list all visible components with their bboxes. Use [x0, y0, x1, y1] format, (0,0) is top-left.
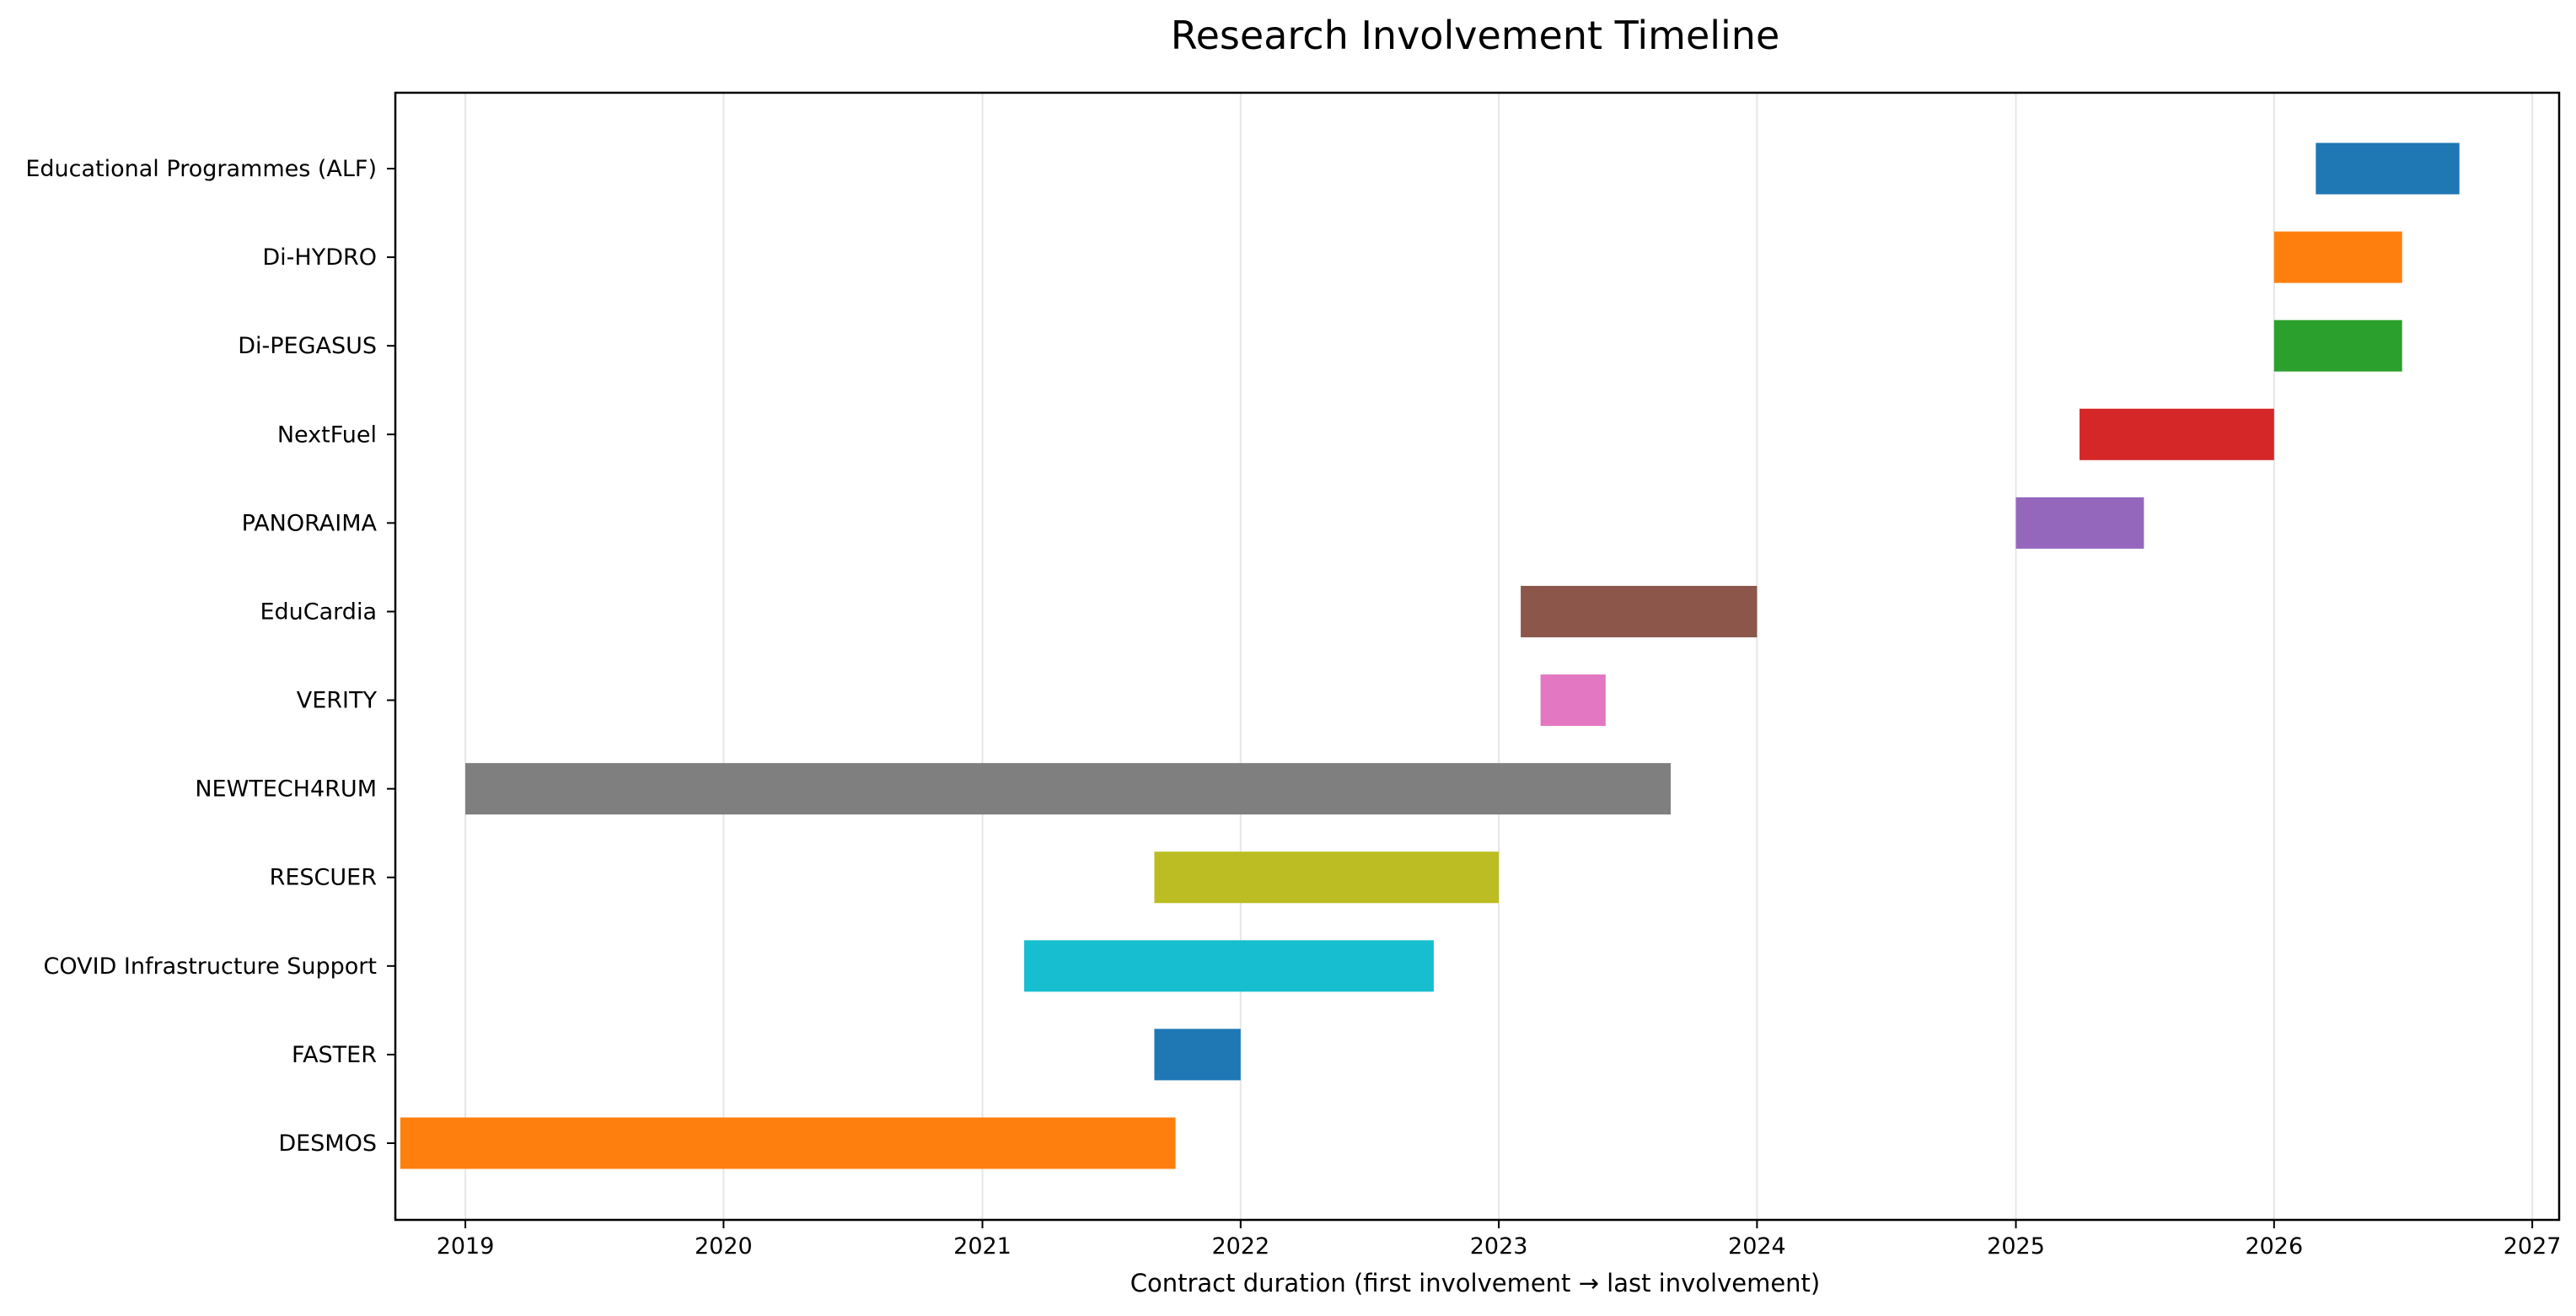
- bar-covid-infrastructure-support: [1024, 940, 1434, 992]
- y-tick-label: VERITY: [297, 688, 378, 714]
- bar-faster: [1154, 1029, 1241, 1081]
- y-tick-label: NEWTECH4RUM: [195, 776, 377, 803]
- bar-newtech4rum: [465, 763, 1672, 815]
- y-tick-label: RESCUER: [270, 865, 377, 891]
- bar-nextfuel: [2080, 408, 2274, 460]
- x-axis-label: Contract duration (first involvement → l…: [1130, 1269, 1821, 1297]
- y-tick-label: Educational Programmes (ALF): [25, 156, 377, 182]
- bar-desmos: [400, 1117, 1176, 1169]
- bar-di-hydro: [2273, 231, 2402, 283]
- y-axis: Educational Programmes (ALF) Di-HYDRO Di-P…: [25, 156, 395, 1157]
- x-tick-label: 2025: [1987, 1233, 2045, 1260]
- bar-educardia: [1521, 585, 1758, 637]
- bar-panoraima: [2015, 497, 2144, 549]
- x-tick-label: 2023: [1470, 1233, 1528, 1260]
- bar-verity: [1540, 674, 1606, 727]
- x-tick-label: 2019: [437, 1233, 495, 1260]
- x-tick-label: 2024: [1728, 1233, 1786, 1260]
- x-tick-label: 2020: [695, 1233, 753, 1260]
- y-tick-label: Di-HYDRO: [262, 244, 377, 271]
- y-tick-label: DESMOS: [278, 1131, 377, 1157]
- bar-educational-programmes-alf: [2316, 142, 2460, 195]
- bar-di-pegasus: [2273, 320, 2402, 372]
- y-tick-label: FASTER: [292, 1042, 377, 1068]
- y-tick-label: Di-PEGASUS: [238, 333, 377, 359]
- bar-rescuer: [1154, 851, 1500, 904]
- y-tick-label: PANORAIMA: [242, 510, 378, 536]
- chart-title: Research Involvement Timeline: [1171, 13, 1780, 58]
- y-tick-label: EduCardia: [260, 599, 377, 625]
- x-tick-label: 2026: [2245, 1233, 2303, 1260]
- x-tick-label: 2022: [1211, 1233, 1269, 1260]
- plot-frame: [394, 91, 2561, 1222]
- y-tick-label: NextFuel: [277, 422, 377, 448]
- x-tick-label: 2021: [953, 1233, 1012, 1260]
- bars-group: [400, 142, 2460, 1169]
- y-tick-label: COVID Infrastructure Support: [43, 953, 377, 980]
- x-axis: 2019 2020 2021 2022 2023 2024 2025 2026 2027: [437, 1220, 2562, 1260]
- plot-area: [395, 93, 2559, 1220]
- x-tick-label: 2027: [2504, 1233, 2562, 1260]
